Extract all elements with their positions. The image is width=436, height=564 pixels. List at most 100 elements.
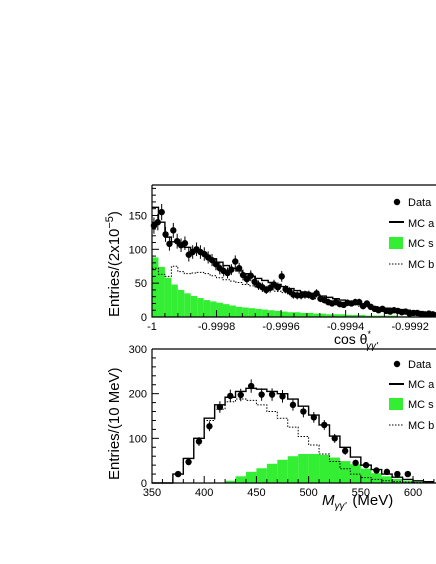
bottom-data-marker xyxy=(310,414,318,421)
top-data-marker xyxy=(158,208,165,216)
bottom-data-point xyxy=(341,446,349,455)
top-mc-s-bin xyxy=(358,314,365,317)
top-mc-s-bin xyxy=(345,314,353,317)
top-mc-s-bin xyxy=(300,312,307,317)
top-data-marker xyxy=(208,256,216,264)
bottom-mc-s-bin xyxy=(381,476,393,483)
bottom-data-point xyxy=(174,470,182,478)
top-data-marker xyxy=(173,237,181,245)
bottom-legend-mc-s-label: MC s xyxy=(408,399,434,411)
top-data-marker xyxy=(313,290,320,297)
bottom-data-point xyxy=(247,379,255,393)
bottom-mc-s-bin xyxy=(277,459,288,483)
bottom-data-marker xyxy=(237,391,244,399)
bottom-x-axis-label-sub: γγ' xyxy=(335,501,348,512)
bottom-data-point xyxy=(331,433,338,443)
bottom-data-point xyxy=(310,411,318,423)
bottom-data-point xyxy=(394,470,401,478)
top-mc-s-bin xyxy=(332,314,340,317)
top-x-axis-label-main: cos θ xyxy=(334,331,368,347)
bottom-y-tick-label: 200 xyxy=(129,389,147,401)
bottom-data-marker xyxy=(404,470,412,478)
top-mc-s-bin xyxy=(371,315,378,317)
top-data-point xyxy=(429,311,436,318)
top-mc-s-bin xyxy=(216,302,223,317)
bottom-data-marker xyxy=(216,403,224,411)
top-x-axis-label-sup: * xyxy=(367,329,371,339)
top-y-axis-label: Entries/(2x10−5) xyxy=(104,211,123,317)
top-legend: Data MC a MC s MC b xyxy=(389,197,435,271)
top-x-tick-label: -0.9994 xyxy=(327,321,364,333)
bottom-legend-data-marker xyxy=(393,360,401,368)
bottom-x-tick-label: 450 xyxy=(247,487,265,499)
top-mc-s-bin xyxy=(255,308,262,317)
bottom-data-point xyxy=(373,467,380,474)
top-legend-mc-s-label: MC s xyxy=(408,238,434,250)
bottom-data-point xyxy=(362,461,370,469)
top-data-point xyxy=(166,237,173,251)
top-mc-s-bin xyxy=(268,310,275,317)
top-data-point xyxy=(173,233,181,249)
bottom-mc-s-bin xyxy=(308,453,320,483)
bottom-data-marker xyxy=(341,447,349,455)
top-data-point xyxy=(355,298,363,306)
bottom-data-marker xyxy=(185,458,192,466)
top-mc-s-bin xyxy=(319,313,327,317)
bottom-x-tick-label: 350 xyxy=(143,487,161,499)
top-data-marker xyxy=(278,273,285,280)
top-mc-s-bin xyxy=(390,315,398,317)
top-data-point xyxy=(154,214,162,231)
top-mc-s-bin xyxy=(210,301,217,317)
top-data-marker xyxy=(228,266,235,273)
bottom-y-axis-label: Entries/(10 MeV) xyxy=(106,367,123,480)
bottom-mc-s-bin xyxy=(371,473,382,483)
top-data-point xyxy=(162,226,169,242)
top-data-marker xyxy=(181,240,189,247)
bottom-data-point xyxy=(404,470,412,478)
top-legend-mc-a-label: MC a xyxy=(408,218,435,230)
top-legend-data-label: Data xyxy=(408,197,432,209)
top-data-point xyxy=(235,262,243,274)
top-mc-s-bin xyxy=(171,284,178,317)
bottom-mc-s-bin xyxy=(298,453,309,483)
top-x-axis-label-sub: γγ' xyxy=(366,341,379,352)
top-mc-s-bin xyxy=(287,312,294,317)
bottom-x-tick-label: 600 xyxy=(404,487,422,499)
bottom-data-point xyxy=(289,399,297,411)
top-mc-s-bin xyxy=(242,307,249,317)
bottom-data-marker xyxy=(227,392,234,400)
bottom-data-marker xyxy=(247,382,255,390)
bottom-x-tick-label: 500 xyxy=(299,487,317,499)
bottom-data-point xyxy=(206,421,213,432)
top-mc-s-bin xyxy=(313,313,320,317)
top-mc-s-bin xyxy=(377,315,385,317)
top-data-marker xyxy=(239,271,247,279)
bottom-data-marker xyxy=(289,401,297,409)
top-y-axis-label-base: Entries/(2x10 xyxy=(106,229,123,317)
top-x-tick-label: -1 xyxy=(147,321,157,333)
top-legend-data-marker xyxy=(393,198,401,206)
top-legend-mc-s-marker xyxy=(389,237,403,249)
bottom-y-tick-label: 300 xyxy=(129,344,147,356)
top-data-point xyxy=(247,270,254,282)
top-x-tick-label: -0.9998 xyxy=(198,321,235,333)
top-data-marker xyxy=(429,311,436,318)
bottom-mc-s-bin xyxy=(350,464,361,483)
top-data-point xyxy=(274,282,282,292)
bottom-data-marker xyxy=(268,391,276,398)
top-data-points-layer xyxy=(150,203,436,318)
top-mc-s-bin xyxy=(261,309,269,317)
top-mc-s-bin xyxy=(152,257,159,317)
top-mc-s-bin xyxy=(184,293,191,317)
bottom-y-tick-label: 0 xyxy=(141,478,147,490)
top-legend-mc-b-label: MC b xyxy=(408,259,434,271)
top-y-tick-label: 50 xyxy=(135,278,147,290)
bottom-x-axis-label-main: M xyxy=(322,492,335,509)
bottom-data-point xyxy=(321,420,328,430)
top-data-marker xyxy=(235,265,243,272)
top-mc-s-bin xyxy=(294,312,301,317)
top-mc-s-bin xyxy=(281,311,288,317)
top-mc-s-bin xyxy=(177,289,185,317)
top-mc-s-bin xyxy=(326,314,333,317)
bottom-x-axis-label-unit: (MeV) xyxy=(352,492,393,509)
